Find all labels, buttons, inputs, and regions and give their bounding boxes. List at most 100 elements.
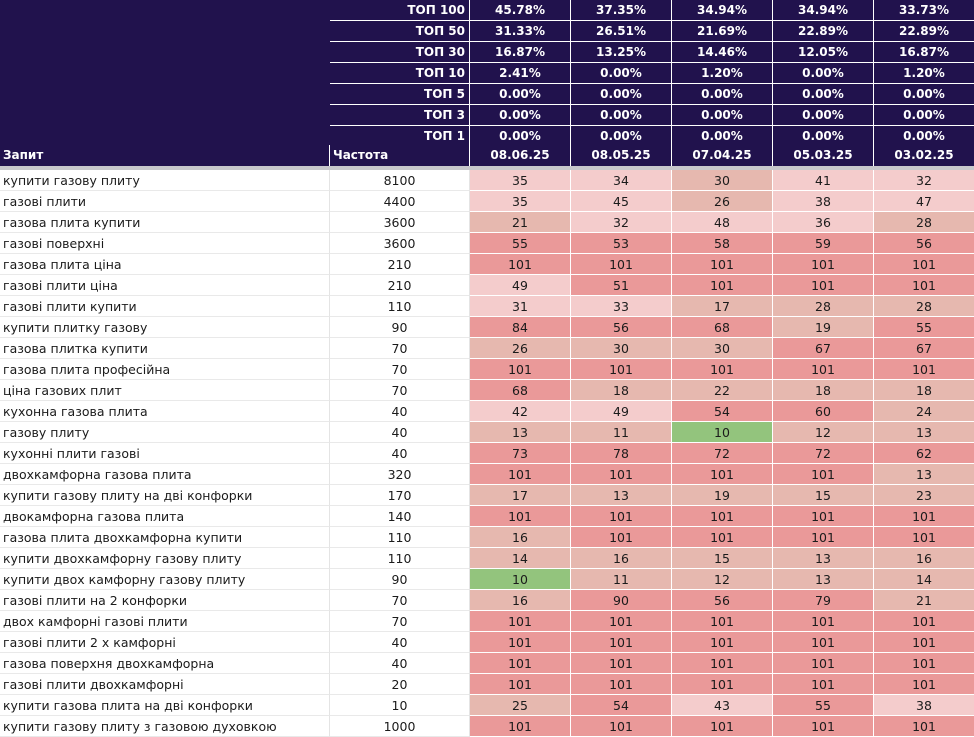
position-cell[interactable]: 18 (773, 380, 874, 401)
position-cell[interactable]: 30 (672, 338, 773, 359)
position-cell[interactable]: 101 (571, 464, 672, 485)
position-cell[interactable]: 16 (470, 590, 571, 611)
position-cell[interactable]: 10 (672, 422, 773, 443)
position-cell[interactable]: 60 (773, 401, 874, 422)
position-cell[interactable]: 18 (874, 380, 974, 401)
position-cell[interactable]: 30 (571, 338, 672, 359)
frequency-cell[interactable]: 170 (330, 485, 470, 506)
summary-value[interactable]: 33.73% (874, 0, 974, 21)
position-cell[interactable]: 101 (672, 611, 773, 632)
query-cell[interactable]: кухонні плити газові (0, 443, 330, 464)
query-cell[interactable]: ціна газових плит (0, 380, 330, 401)
position-cell[interactable]: 68 (672, 317, 773, 338)
position-cell[interactable]: 12 (773, 422, 874, 443)
position-cell[interactable]: 68 (470, 380, 571, 401)
position-cell[interactable]: 78 (571, 443, 672, 464)
position-cell[interactable]: 19 (672, 485, 773, 506)
frequency-cell[interactable]: 70 (330, 380, 470, 401)
position-cell[interactable]: 28 (874, 296, 974, 317)
position-cell[interactable]: 15 (773, 485, 874, 506)
summary-value[interactable]: 0.00% (470, 105, 571, 126)
frequency-cell[interactable]: 40 (330, 443, 470, 464)
position-cell[interactable]: 13 (773, 548, 874, 569)
position-cell[interactable]: 49 (470, 275, 571, 296)
query-cell[interactable]: купити газова плита на дві конфорки (0, 695, 330, 716)
summary-value[interactable]: 14.46% (672, 42, 773, 63)
summary-label[interactable]: ТОП 10 (330, 63, 470, 84)
position-cell[interactable]: 34 (571, 170, 672, 191)
position-cell[interactable]: 101 (773, 632, 874, 653)
position-cell[interactable]: 49 (571, 401, 672, 422)
position-cell[interactable]: 101 (571, 359, 672, 380)
position-cell[interactable]: 33 (571, 296, 672, 317)
query-cell[interactable]: купити газову плиту (0, 170, 330, 191)
position-cell[interactable]: 101 (773, 464, 874, 485)
position-cell[interactable]: 43 (672, 695, 773, 716)
position-cell[interactable]: 48 (672, 212, 773, 233)
summary-value[interactable]: 45.78% (470, 0, 571, 21)
position-cell[interactable]: 90 (571, 590, 672, 611)
position-cell[interactable]: 51 (571, 275, 672, 296)
position-cell[interactable]: 21 (470, 212, 571, 233)
position-cell[interactable]: 101 (571, 653, 672, 674)
position-cell[interactable]: 28 (773, 296, 874, 317)
frequency-cell[interactable]: 140 (330, 506, 470, 527)
frequency-cell[interactable]: 110 (330, 548, 470, 569)
summary-value[interactable]: 16.87% (874, 42, 974, 63)
frequency-cell[interactable]: 210 (330, 275, 470, 296)
summary-value[interactable]: 16.87% (470, 42, 571, 63)
query-cell[interactable]: газова плита професійна (0, 359, 330, 380)
summary-value[interactable]: 0.00% (773, 126, 874, 147)
position-cell[interactable]: 16 (571, 548, 672, 569)
frequency-cell[interactable]: 110 (330, 296, 470, 317)
position-cell[interactable]: 12 (672, 569, 773, 590)
position-cell[interactable]: 58 (672, 233, 773, 254)
position-cell[interactable]: 67 (773, 338, 874, 359)
summary-value[interactable]: 0.00% (672, 105, 773, 126)
summary-value[interactable]: 26.51% (571, 21, 672, 42)
summary-label[interactable]: ТОП 50 (330, 21, 470, 42)
summary-label[interactable]: ТОП 1 (330, 126, 470, 147)
position-cell[interactable]: 73 (470, 443, 571, 464)
position-cell[interactable]: 101 (571, 632, 672, 653)
position-cell[interactable]: 55 (470, 233, 571, 254)
frequency-cell[interactable]: 8100 (330, 170, 470, 191)
position-cell[interactable]: 11 (571, 422, 672, 443)
position-cell[interactable]: 101 (773, 674, 874, 695)
position-cell[interactable]: 101 (672, 275, 773, 296)
position-cell[interactable]: 79 (773, 590, 874, 611)
header-frequency[interactable]: Частота (330, 145, 470, 166)
query-cell[interactable]: кухонна газова плита (0, 401, 330, 422)
query-cell[interactable]: газова плита двохкамфорна купити (0, 527, 330, 548)
summary-value[interactable]: 22.89% (773, 21, 874, 42)
position-cell[interactable]: 21 (874, 590, 974, 611)
position-cell[interactable]: 13 (874, 464, 974, 485)
position-cell[interactable]: 26 (672, 191, 773, 212)
position-cell[interactable]: 26 (470, 338, 571, 359)
position-cell[interactable]: 15 (672, 548, 773, 569)
position-cell[interactable]: 56 (874, 233, 974, 254)
position-cell[interactable]: 101 (874, 254, 974, 275)
position-cell[interactable]: 14 (874, 569, 974, 590)
frequency-cell[interactable]: 90 (330, 569, 470, 590)
position-cell[interactable]: 101 (571, 254, 672, 275)
position-cell[interactable]: 101 (672, 506, 773, 527)
position-cell[interactable]: 101 (773, 611, 874, 632)
summary-value[interactable]: 22.89% (874, 21, 974, 42)
header-date[interactable]: 03.02.25 (894, 148, 954, 162)
frequency-cell[interactable]: 70 (330, 359, 470, 380)
header-date[interactable]: 08.06.25 (470, 145, 571, 166)
position-cell[interactable]: 101 (874, 632, 974, 653)
position-cell[interactable]: 14 (470, 548, 571, 569)
position-cell[interactable]: 35 (470, 170, 571, 191)
position-cell[interactable]: 101 (571, 506, 672, 527)
position-cell[interactable]: 11 (571, 569, 672, 590)
position-cell[interactable]: 19 (773, 317, 874, 338)
position-cell[interactable]: 101 (773, 527, 874, 548)
position-cell[interactable]: 101 (470, 254, 571, 275)
position-cell[interactable]: 101 (470, 611, 571, 632)
position-cell[interactable]: 101 (470, 464, 571, 485)
summary-value[interactable]: 1.20% (672, 63, 773, 84)
position-cell[interactable]: 22 (672, 380, 773, 401)
position-cell[interactable]: 18 (571, 380, 672, 401)
